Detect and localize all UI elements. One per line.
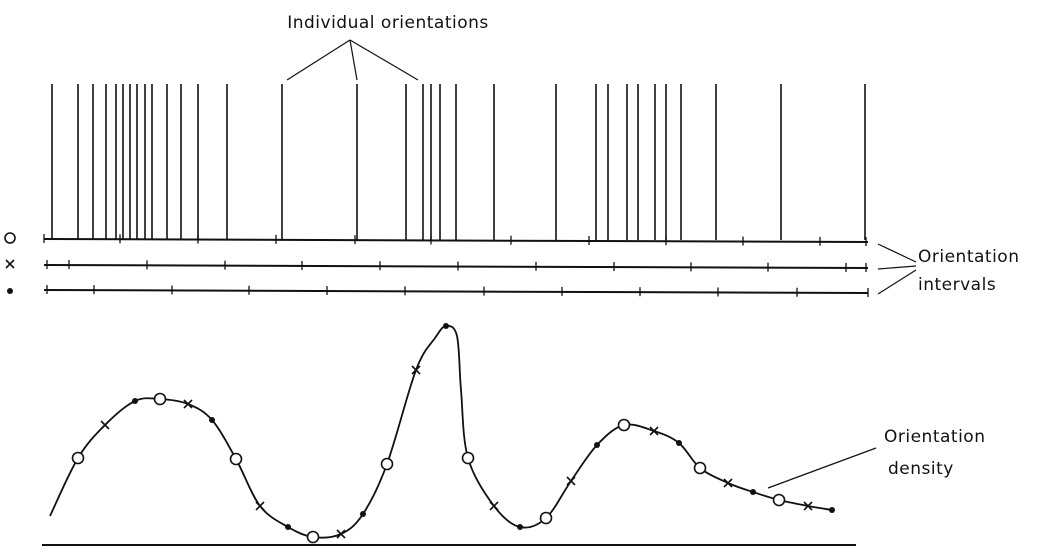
interval-axis-dot xyxy=(43,289,869,294)
intervals-brace xyxy=(877,243,917,295)
interval-row-cross xyxy=(5,259,869,272)
density-cross-marker xyxy=(100,420,110,430)
interval-row-dot xyxy=(7,285,869,297)
density-open-circle-marker xyxy=(380,457,394,471)
density-dot-marker xyxy=(750,489,756,495)
individual-orientations-label: Individual orientations xyxy=(287,13,489,33)
density-cross-marker xyxy=(255,501,265,511)
density-cross-marker xyxy=(183,399,193,409)
interval-axis-cross xyxy=(43,264,869,269)
density-open-circle-marker xyxy=(306,530,320,544)
density-open-circle-marker xyxy=(772,493,786,507)
density-curve xyxy=(49,325,833,539)
density-cross-marker xyxy=(723,478,733,488)
orientation-density-pointer-line xyxy=(767,447,877,489)
orientation-density-label-line1: Orientation xyxy=(884,427,985,447)
density-dot-marker xyxy=(285,524,291,530)
open-circle-marker-icon xyxy=(4,232,16,244)
dot-marker-icon xyxy=(7,288,13,294)
density-dot-marker xyxy=(443,323,449,329)
density-open-circle-marker xyxy=(71,451,85,465)
density-markers xyxy=(71,323,835,544)
orientation-spikes xyxy=(51,84,866,240)
orientation-density-label-line2: density xyxy=(888,459,954,479)
interval-axis-circle xyxy=(43,238,869,243)
orientation-intervals-label-line1: Orientation xyxy=(918,247,1019,267)
interval-row-circle xyxy=(4,232,869,246)
density-cross-marker xyxy=(489,501,499,511)
density-open-circle-marker xyxy=(617,418,631,432)
density-open-circle-marker xyxy=(229,452,243,466)
density-open-circle-marker xyxy=(153,392,167,406)
density-cross-marker xyxy=(411,365,421,375)
density-open-circle-marker xyxy=(539,511,553,525)
orientation-intervals-label-line2: intervals xyxy=(918,275,996,295)
density-dot-marker xyxy=(829,507,835,513)
density-cross-marker xyxy=(336,529,346,539)
density-dot-marker xyxy=(132,398,138,404)
density-open-circle-marker xyxy=(693,461,707,475)
density-dot-marker xyxy=(676,440,682,446)
cross-marker-icon xyxy=(5,259,15,269)
density-dot-marker xyxy=(360,511,366,517)
density-cross-marker xyxy=(803,501,813,511)
density-cross-marker xyxy=(566,476,576,486)
individual-orientations-pointer-lines xyxy=(286,39,419,81)
density-dot-marker xyxy=(209,417,215,423)
density-cross-marker xyxy=(649,426,659,436)
density-open-circle-marker xyxy=(461,451,475,465)
density-dot-marker xyxy=(594,442,600,448)
density-dot-marker xyxy=(517,524,523,530)
